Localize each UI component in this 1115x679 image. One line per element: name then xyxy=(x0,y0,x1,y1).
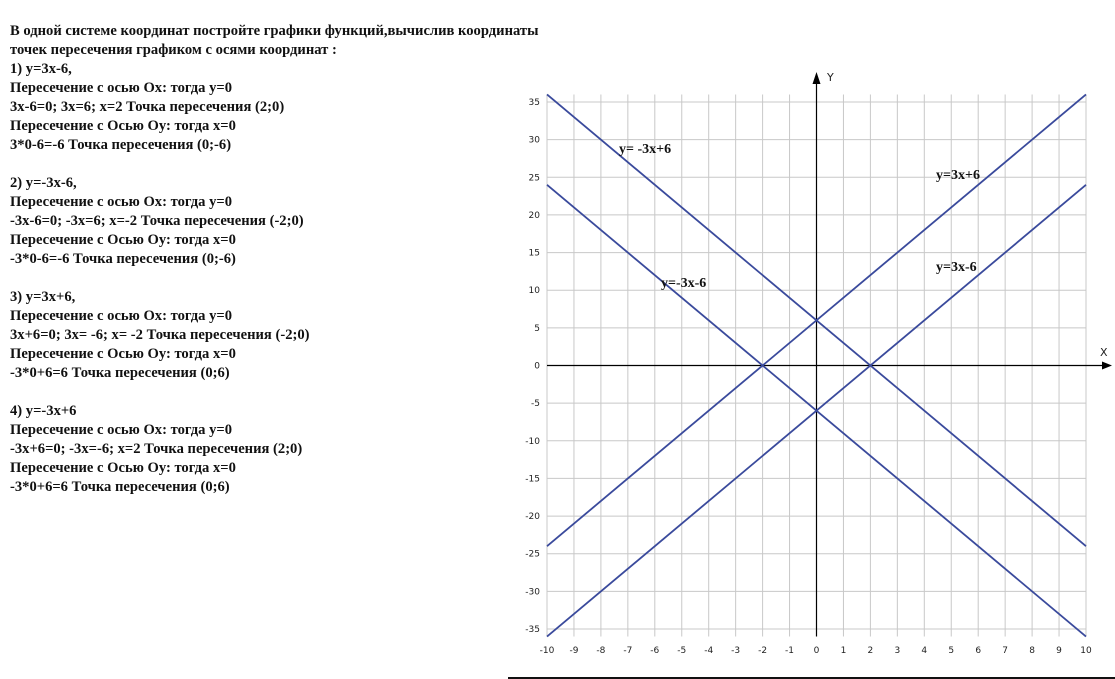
text-line: -3*0+6=6 Точка пересечения (0;6) xyxy=(10,365,230,381)
y-tick-label: -30 xyxy=(525,587,540,597)
x-tick-label: 3 xyxy=(894,646,900,656)
series-label: y=3x+6 xyxy=(936,168,980,183)
x-tick-label: 8 xyxy=(1029,646,1035,656)
text-line: 4) у=-3х+6 xyxy=(10,403,77,419)
x-axis-arrow-icon xyxy=(1102,361,1112,370)
x-tick-label: 10 xyxy=(1080,646,1092,656)
text-line: Пересечение с осью Ох: тогда у=0 xyxy=(10,422,233,438)
y-tick-label: 15 xyxy=(529,249,540,259)
text-line: 3) у=3х+6, xyxy=(10,289,76,305)
x-tick-label: 9 xyxy=(1056,646,1062,656)
x-tick-label: 7 xyxy=(1002,646,1008,656)
x-tick-label: -8 xyxy=(596,646,605,656)
series-label: y=3x-6 xyxy=(936,260,977,275)
text-line: -3х+6=0; -3х=-6; х=2 Точка пересечения (… xyxy=(10,441,303,457)
text-line: 3х-6=0; 3х=6; х=2 Точка пересечения (2;0… xyxy=(10,99,285,115)
y-tick-label: 5 xyxy=(534,324,540,334)
series-label: y= -3x+6 xyxy=(619,142,671,157)
series-label: y=-3x-6 xyxy=(661,276,706,291)
divider-line xyxy=(508,677,1115,679)
y-tick-label: -15 xyxy=(525,474,540,484)
text-line: -3*0+6=6 Точка пересечения (0;6) xyxy=(10,479,230,495)
y-tick-label: -35 xyxy=(525,625,540,635)
text-line: 3*0-6=-6 Точка пересечения (0;-6) xyxy=(10,137,232,153)
text-line: В одной системе координат постройте граф… xyxy=(10,23,539,39)
y-axis-arrow-icon xyxy=(812,72,821,84)
series-line xyxy=(546,93,1087,547)
y-tick-label: -5 xyxy=(531,399,540,409)
x-tick-label: 4 xyxy=(921,646,927,656)
y-tick-label: 10 xyxy=(529,286,541,296)
text-line: 3х+6=0; 3х= -6; х= -2 Точка пересечения … xyxy=(10,327,310,343)
y-tick-label: -20 xyxy=(525,512,540,522)
text-line: Пересечение с Осью Оу: тогда х=0 xyxy=(10,118,236,134)
y-tick-label: 30 xyxy=(529,136,541,146)
text-line: -3х-6=0; -3х=6; х=-2 Точка пересечения (… xyxy=(10,213,304,229)
task-text: В одной системе координат постройте граф… xyxy=(10,22,538,497)
text-line: -3*0-6=-6 Точка пересечения (0;-6) xyxy=(10,251,236,267)
series-line xyxy=(546,184,1087,638)
y-axis-label: Y xyxy=(826,71,834,84)
text-line: Пересечение с Осью Оу: тогда х=0 xyxy=(10,460,236,476)
y-tick-label: -10 xyxy=(525,437,540,447)
x-axis-label: X xyxy=(1100,346,1108,359)
x-tick-label: -4 xyxy=(704,646,713,656)
text-line: Пересечение с осью Ох: тогда у=0 xyxy=(10,80,233,96)
text-line: Пересечение с Осью Оу: тогда х=0 xyxy=(10,346,236,362)
text-line: Пересечение с осью Ох: тогда у=0 xyxy=(10,194,233,210)
text-line: точек пересечения графиком с осями коорд… xyxy=(10,42,337,58)
x-tick-label: 2 xyxy=(868,646,874,656)
x-tick-label: 0 xyxy=(814,646,820,656)
x-tick-label: 6 xyxy=(975,646,981,656)
x-tick-label: 1 xyxy=(841,646,847,656)
x-tick-label: 5 xyxy=(948,646,954,656)
y-tick-label: 20 xyxy=(529,211,541,221)
text-line: 2) у=-3х-6, xyxy=(10,175,77,191)
y-tick-label: 25 xyxy=(529,173,540,183)
x-tick-label: -1 xyxy=(785,646,794,656)
x-tick-label: -6 xyxy=(650,646,659,656)
text-line: 1) у=3х-6, xyxy=(10,61,72,77)
x-tick-label: -2 xyxy=(758,646,767,656)
x-tick-label: -7 xyxy=(623,646,632,656)
text-line: Пересечение с Осью Оу: тогда х=0 xyxy=(10,232,236,248)
x-tick-label: -5 xyxy=(677,646,686,656)
y-tick-label: -25 xyxy=(525,550,540,560)
y-tick-label: 35 xyxy=(529,98,540,108)
y-tick-label: 0 xyxy=(534,362,540,372)
x-tick-label: -3 xyxy=(731,646,740,656)
x-tick-label: -10 xyxy=(540,646,555,656)
text-line: Пересечение с осью Ох: тогда у=0 xyxy=(10,308,233,324)
x-tick-label: -9 xyxy=(569,646,578,656)
